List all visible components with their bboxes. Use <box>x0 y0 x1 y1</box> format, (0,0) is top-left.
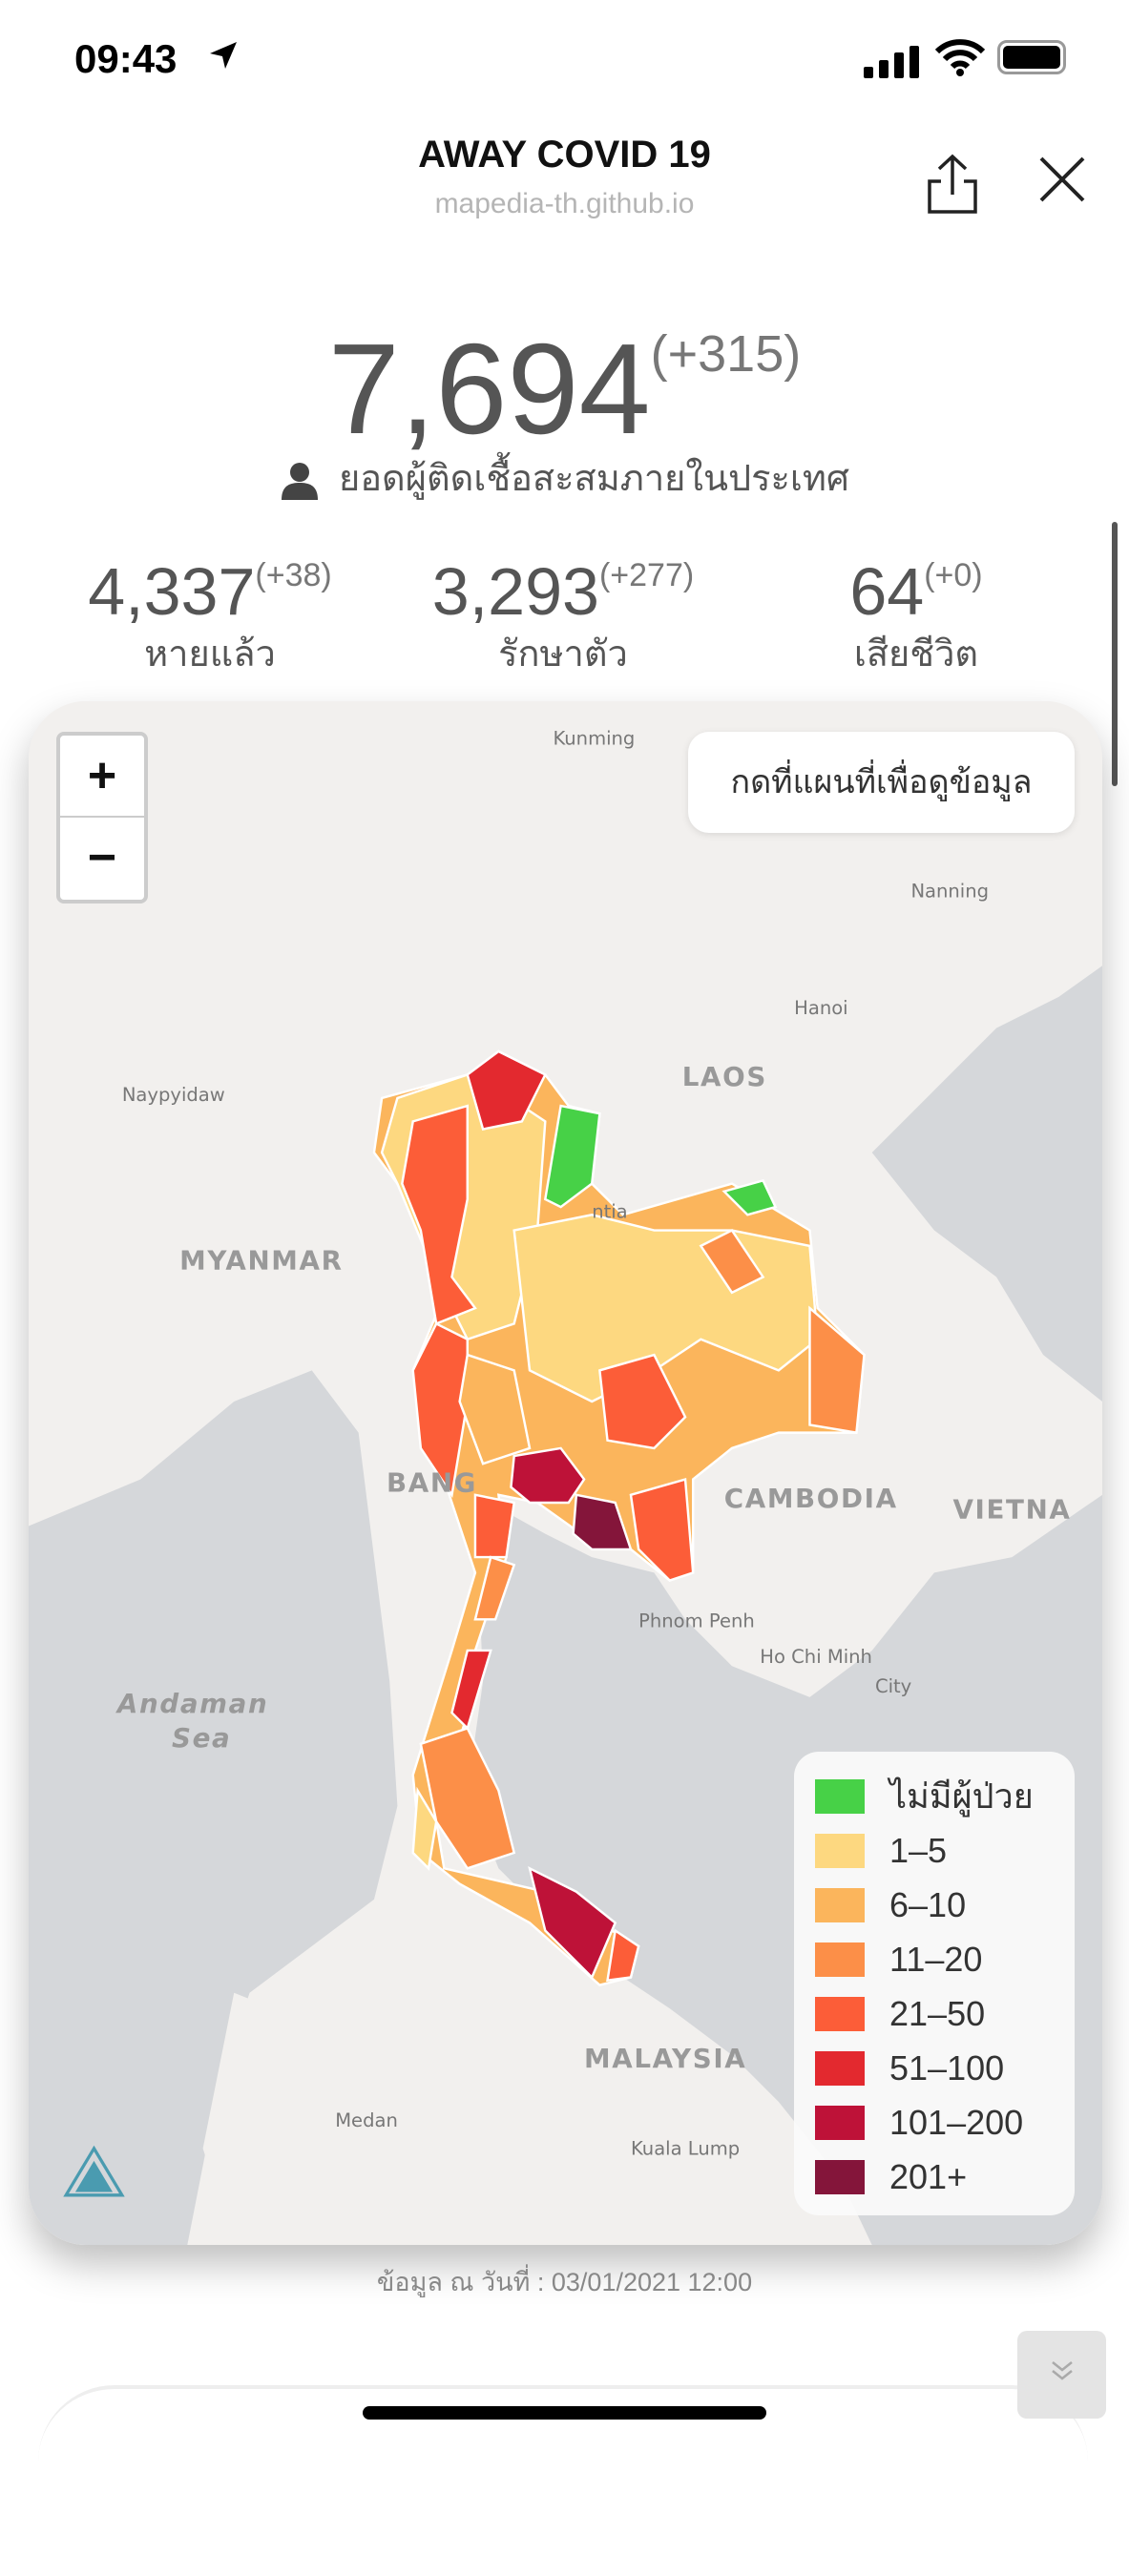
person-icon <box>281 462 318 500</box>
updated-timestamp: ข้อมูล ณ วันที่ : 03/01/2021 12:00 <box>376 2268 753 2296</box>
stat-label: รักษาตัว <box>498 634 628 675</box>
label-malaysia: MALAYSIA <box>584 2043 746 2074</box>
battery-icon <box>997 40 1066 74</box>
label-bangkok: BANG <box>387 1467 477 1499</box>
stat-label: เสียชีวิต <box>853 634 979 675</box>
stat-delta: (+38) <box>255 557 332 593</box>
label-myanmar: MYANMAR <box>179 1244 343 1276</box>
legend-label: 101–200 <box>889 2102 1024 2142</box>
stat-label: หายแล้ว <box>144 634 276 675</box>
label-city: City <box>875 1675 911 1697</box>
legend-label: 201+ <box>889 2156 968 2196</box>
label-medan: Medan <box>335 2109 398 2131</box>
label-cambodia: CAMBODIA <box>724 1483 898 1514</box>
map-hint-tooltip: กดที่แผนที่เพื่อดูข้อมูล <box>688 732 1075 833</box>
label-kunming: Kunming <box>553 728 635 750</box>
legend-item: 6–10 <box>815 1878 1054 1932</box>
total-label-row: ยอดผู้ติดเชื้อสะสมภายในประเทศ <box>0 448 1129 507</box>
andaman-sea <box>29 1370 398 2245</box>
total-cases: 7,694(+315) <box>0 315 1129 463</box>
location-arrow-icon <box>210 42 237 69</box>
legend-item: 201+ <box>815 2150 1054 2204</box>
label-kuala-lumpur: Kuala Lump <box>631 2137 740 2159</box>
legend-label: 21–50 <box>889 1993 986 2033</box>
legend-item: 11–20 <box>815 1932 1054 1986</box>
stat-value: 64 <box>849 554 925 629</box>
label-sea: Sea <box>172 1722 231 1754</box>
legend-swatch <box>815 1996 865 2031</box>
close-icon[interactable] <box>1035 153 1089 206</box>
sumatra <box>202 1992 452 2245</box>
legend-swatch <box>815 2159 865 2194</box>
bottom-sheet <box>38 2385 1088 2576</box>
label-phnom-penh: Phnom Penh <box>638 1610 755 1631</box>
map-legend: ไม่มีผู้ป่วย 1–5 6–10 11–20 21–50 51–100… <box>794 1752 1075 2215</box>
double-chevron-down-icon <box>1051 2361 1073 2380</box>
label-hanoi: Hanoi <box>794 997 847 1019</box>
total-value: 7,694 <box>327 317 651 461</box>
label-naypyidaw: Naypyidaw <box>122 1084 225 1106</box>
legend-swatch <box>815 2105 865 2140</box>
provinces <box>372 1049 866 1986</box>
legend-swatch <box>815 2050 865 2086</box>
legend-label: 51–100 <box>889 2047 1005 2088</box>
legend-item: 101–200 <box>815 2095 1054 2150</box>
stat-delta: (+277) <box>598 557 695 593</box>
legend-item: 21–50 <box>815 1986 1054 2041</box>
zoom-in-button[interactable]: + <box>60 736 144 818</box>
page-title: AWAY COVID 19 <box>418 134 711 176</box>
legend-label: 11–20 <box>889 1939 983 1979</box>
page-url: mapedia-th.github.io <box>434 188 695 219</box>
stat-value: 4,337 <box>88 554 256 629</box>
label-vientiane: ntia <box>592 1201 627 1223</box>
legend-label: 1–5 <box>889 1830 948 1870</box>
scrollbar[interactable] <box>1112 522 1118 786</box>
south-china-sea <box>871 966 1102 1402</box>
wifi-icon <box>935 39 985 76</box>
total-label: ยอดผู้ติดเชื้อสะสมภายในประเทศ <box>338 459 850 499</box>
legend-swatch <box>815 1887 865 1922</box>
label-nanning: Nanning <box>910 881 989 903</box>
label-vietnam: VIETNA <box>952 1493 1071 1525</box>
legend-swatch <box>815 1833 865 1868</box>
signal-icon <box>864 46 919 78</box>
legend-swatch <box>815 1778 865 1814</box>
label-laos: LAOS <box>682 1061 767 1092</box>
stat-value: 3,293 <box>431 554 599 629</box>
legend-label: 6–10 <box>889 1884 967 1924</box>
legend-label: ไม่มีผู้ป่วย <box>889 1776 1034 1816</box>
status-time: 09:43 <box>74 36 178 81</box>
label-andaman: Andaman <box>115 1688 268 1719</box>
home-indicator[interactable] <box>363 2406 766 2420</box>
mapedia-logo <box>63 2145 125 2197</box>
legend-swatch <box>815 1942 865 1977</box>
zoom-out-button[interactable]: − <box>87 830 117 885</box>
stat-recovered: 4,337(+38) หายแล้ว <box>38 553 382 682</box>
scroll-down-button[interactable] <box>1017 2331 1106 2419</box>
legend-item: 51–100 <box>815 2041 1054 2095</box>
zoom-control: + − <box>56 732 148 904</box>
stat-deaths: 64(+0) เสียชีวิต <box>744 553 1088 682</box>
label-ho-chi-minh: Ho Chi Minh <box>760 1646 872 1668</box>
map-card[interactable]: Kunming Nanning Hanoi Naypyidaw LAOS MYA… <box>29 701 1102 2245</box>
legend-item: ไม่มีผู้ป่วย <box>815 1769 1054 1823</box>
share-icon[interactable] <box>924 153 981 216</box>
total-delta: (+315) <box>650 325 802 383</box>
malay-peninsula <box>513 1992 810 2245</box>
stat-delta: (+0) <box>924 557 983 593</box>
legend-item: 1–5 <box>815 1823 1054 1878</box>
stat-hospitalized: 3,293(+277) รักษาตัว <box>391 553 735 682</box>
